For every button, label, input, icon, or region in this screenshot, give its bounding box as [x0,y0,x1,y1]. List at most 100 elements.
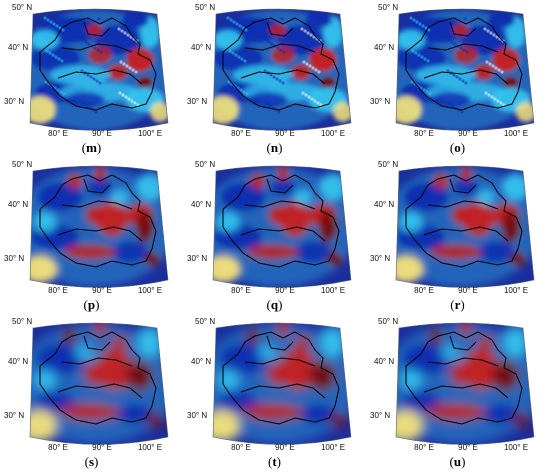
speckle [268,104,272,108]
panel-caption: (u) [449,454,466,469]
latitude-label: 40° N [8,43,28,52]
latitude-label: 40° N [191,357,211,366]
speckle [418,22,422,26]
speckle [455,75,459,79]
speckle [462,48,466,52]
region-boundary-inner [449,335,477,351]
speckle [281,81,285,85]
speckle [272,75,276,79]
map-panel-u: 50° N 40° N 30° N 80° E 90° E 100° E (u) [366,314,549,471]
speckle [243,59,247,63]
region-boundary-outer [39,174,157,268]
panel-caption: (q) [266,297,283,312]
latitude-label: 40° N [8,200,28,209]
map-svg: 50° N 40° N 30° N 80° E 90° E 100° E [4,3,169,138]
field-anomaly [216,370,240,390]
field-anomaly [320,76,336,88]
speckle [451,104,455,108]
longitude-label: 80° E [414,129,434,138]
field-anomaly [396,255,424,283]
latitude-label: 40° N [191,43,211,52]
region-boundary-inner [244,200,316,210]
field-anomaly [147,412,163,428]
speckle [483,27,487,31]
map-panel-r: 50° N 40° N 30° N 80° E 90° E 100° E (r) [366,157,549,314]
speckle [234,53,238,57]
speckle [493,97,497,101]
region-boundary-inner [57,69,143,85]
longitude-label: 90° E [92,443,112,452]
speckle [122,62,126,66]
field-anomaly [213,410,241,442]
longitude-label: 80° E [48,129,68,138]
speckle [421,24,425,28]
speckle [240,57,244,61]
field-anomaly [217,341,269,377]
latitude-label: 40° N [374,357,394,366]
speckle [446,69,450,73]
latitude-label: 30° N [370,254,390,263]
map-svg: 50° N 40° N 30° N 80° E 90° E 100° E [370,3,535,138]
latitude-label: 30° N [187,254,207,263]
latitude-label: 30° N [4,97,24,106]
field-anomaly [93,323,107,337]
latitude-label: 30° N [4,254,24,263]
field-anomaly [150,102,168,122]
speckle [49,20,53,24]
speckle [417,53,421,57]
field-anomaly [216,212,240,232]
speckle [496,99,500,103]
field-anomaly [295,334,311,350]
field-anomaly [60,403,120,421]
speckle [301,91,305,95]
field-anomaly [277,166,289,181]
field-anomaly [62,328,78,344]
field-anomaly [108,64,128,80]
field-anomaly [276,323,290,337]
region-boundary-inner [240,69,326,85]
field-anomaly [75,344,95,360]
longitude-label: 80° E [414,443,434,452]
field-anomaly [319,326,347,358]
speckle [311,66,315,70]
region-boundary-inner [61,43,133,53]
field-anomaly [213,96,239,124]
region-boundary-inner [427,200,499,210]
speckle [128,66,132,70]
longitude-label: 80° E [48,443,68,452]
longitude-label: 90° E [275,286,295,295]
speckle [93,46,97,50]
field-anomaly [266,362,290,386]
field-anomaly [136,326,164,358]
longitude-label: 100° E [321,286,345,295]
speckle [458,77,462,81]
panel-caption: (t) [267,454,282,469]
panel-caption: (p) [83,297,100,312]
speckle [278,79,282,83]
speckle [426,59,430,63]
speckle [465,50,469,54]
map-frame [395,8,535,131]
speckle [499,101,503,105]
speckle [238,24,242,28]
field-anomaly [501,211,521,243]
speckle [45,49,49,53]
field-anomaly [487,12,515,28]
field-anomaly [502,173,530,201]
field-anomaly [463,347,499,391]
region-boundary-inner [240,383,326,399]
region-boundary-inner [83,21,111,37]
speckle [86,73,90,77]
speckle [303,29,307,33]
field-anomaly [87,24,103,36]
field-anomaly [402,181,450,213]
map-frame [212,165,352,288]
speckle [55,24,59,28]
speckle [494,66,498,70]
latitude-label: 30° N [187,97,207,106]
longitude-label: 90° E [458,286,478,295]
region-boundary-inner [244,43,316,53]
field-anomaly [245,328,261,344]
longitude-label: 100° E [138,129,162,138]
speckle [307,95,311,99]
